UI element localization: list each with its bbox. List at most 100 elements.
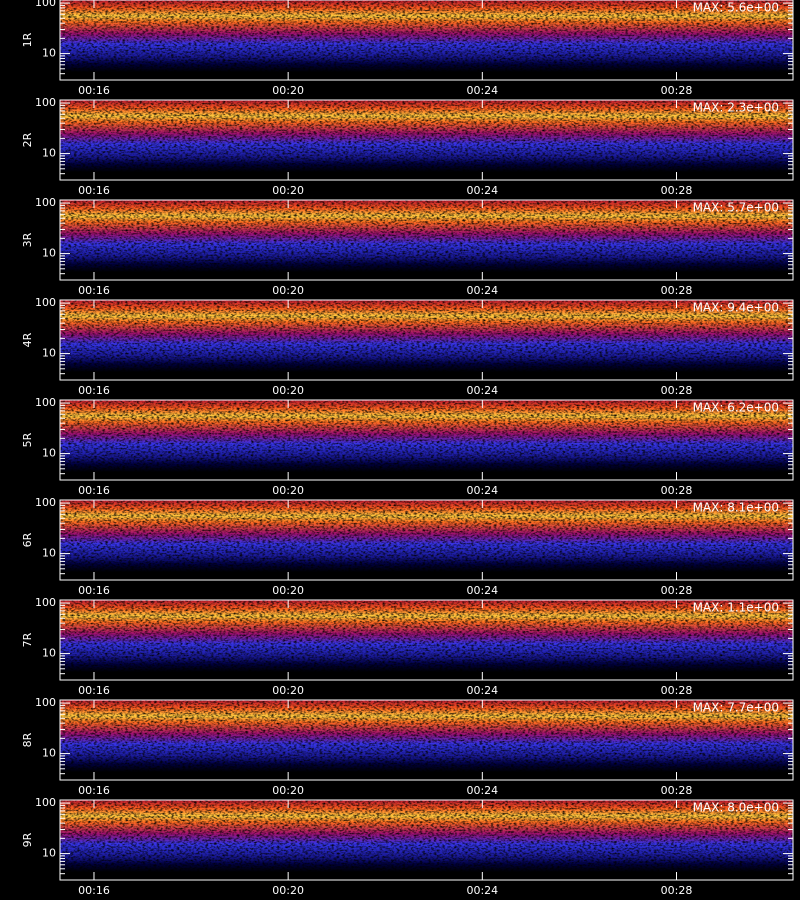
y-tick-label: 10	[42, 647, 56, 660]
max-annotation: MAX: 6.2e+00	[693, 401, 779, 415]
y-tick-label: 10	[42, 247, 56, 260]
y-tick-label: 100	[35, 196, 56, 209]
x-tick-label: 00:16	[78, 184, 110, 197]
x-tick-label: 00:16	[78, 284, 110, 297]
y-tick-label: 10	[42, 347, 56, 360]
x-tick-label: 00:24	[466, 484, 498, 497]
y-tick-label: 10	[42, 147, 56, 160]
y-tick-label: 100	[35, 96, 56, 109]
x-tick-label: 00:24	[466, 284, 498, 297]
spectrogram-texture	[60, 300, 793, 380]
y-axis-label: 8R	[21, 732, 34, 747]
max-annotation: MAX: 8.1e+00	[693, 501, 779, 515]
x-tick-label: 00:20	[272, 384, 304, 397]
y-tick-label: 100	[35, 296, 56, 309]
x-tick-label: 00:20	[272, 184, 304, 197]
y-tick-label: 10	[42, 447, 56, 460]
x-tick-label: 00:16	[78, 584, 110, 597]
y-tick-label: 10	[42, 847, 56, 860]
max-annotation: MAX: 9.4e+00	[693, 301, 779, 315]
plot-frame	[59, 99, 794, 181]
panel: 10 100 00:16 00:20 00:24 00:28 5R MAX: 6.2e+00	[21, 396, 794, 497]
x-tick-label: 00:24	[466, 884, 498, 897]
plot-frame	[59, 0, 794, 81]
y-axis-label: 5R	[21, 432, 34, 447]
max-annotation: MAX: 5.6e+00	[693, 1, 779, 15]
plot-frame	[59, 299, 794, 381]
x-tick-label: 00:24	[466, 184, 498, 197]
plot-frame	[59, 599, 794, 681]
x-tick-label: 00:20	[272, 784, 304, 797]
panel: 10 100 00:16 00:20 00:24 00:28 9R MAX: 8.0e+00	[21, 796, 794, 897]
y-axis-label: 3R	[21, 232, 34, 247]
plot-frame	[59, 699, 794, 781]
y-tick-label: 100	[35, 796, 56, 809]
x-tick-label: 00:24	[466, 384, 498, 397]
panel: 10 100 00:16 00:20 00:24 00:28 8R MAX: 7.7e+00	[21, 696, 794, 797]
y-tick-label: 100	[35, 596, 56, 609]
y-tick-label: 10	[42, 47, 56, 60]
max-annotation: MAX: 5.7e+00	[693, 201, 779, 215]
x-tick-label: 00:24	[466, 684, 498, 697]
panel: 10 100 00:16 00:20 00:24 00:28 7R MAX: 1.1e+00	[21, 596, 794, 697]
panel: 10 100 00:16 00:20 00:24 00:28 4R MAX: 9.4e+00	[21, 296, 794, 397]
x-tick-label: 00:28	[661, 784, 693, 797]
y-tick-label: 100	[35, 0, 56, 9]
panel: 10 100 00:16 00:20 00:24 00:28 1R MAX: 5.6e+00	[21, 0, 794, 97]
x-tick-label: 00:20	[272, 84, 304, 97]
plot-frame	[59, 399, 794, 481]
x-tick-label: 00:28	[661, 684, 693, 697]
x-tick-label: 00:20	[272, 684, 304, 697]
y-tick-label: 100	[35, 496, 56, 509]
x-tick-label: 00:20	[272, 884, 304, 897]
y-tick-label: 10	[42, 547, 56, 560]
x-tick-label: 00:16	[78, 684, 110, 697]
y-axis-label: 1R	[21, 32, 34, 47]
spectrogram-texture	[60, 700, 793, 780]
panel: 10 100 00:16 00:20 00:24 00:28 3R MAX: 5.7e+00	[21, 196, 794, 297]
plot-frame	[59, 199, 794, 281]
spectrogram-texture	[60, 200, 793, 280]
x-tick-label: 00:24	[466, 784, 498, 797]
x-tick-label: 00:28	[661, 484, 693, 497]
y-axis-label: 4R	[21, 332, 34, 347]
max-annotation: MAX: 8.0e+00	[693, 801, 779, 815]
spectrogram-texture	[60, 800, 793, 880]
x-tick-label: 00:28	[661, 884, 693, 897]
panel: 10 100 00:16 00:20 00:24 00:28 2R MAX: 2.3e+00	[21, 96, 794, 197]
x-tick-label: 00:16	[78, 384, 110, 397]
x-tick-label: 00:16	[78, 784, 110, 797]
y-axis-label: 7R	[21, 632, 34, 647]
x-tick-label: 00:16	[78, 84, 110, 97]
y-axis-label: 9R	[21, 832, 34, 847]
panel: 10 100 00:16 00:20 00:24 00:28 6R MAX: 8.1e+00	[21, 496, 794, 597]
spectrogram-texture	[60, 400, 793, 480]
plot-frame	[59, 499, 794, 581]
y-axis-label: 6R	[21, 532, 34, 547]
spectrogram-texture	[60, 0, 793, 80]
spectrogram-texture	[60, 100, 793, 180]
plot-frame	[59, 799, 794, 881]
x-tick-label: 00:28	[661, 284, 693, 297]
x-tick-label: 00:20	[272, 484, 304, 497]
max-annotation: MAX: 7.7e+00	[693, 701, 779, 715]
y-tick-label: 10	[42, 747, 56, 760]
spectrogram-texture	[60, 600, 793, 680]
x-tick-label: 00:28	[661, 84, 693, 97]
x-tick-label: 00:28	[661, 184, 693, 197]
x-tick-label: 00:16	[78, 484, 110, 497]
y-tick-label: 100	[35, 396, 56, 409]
x-tick-label: 00:20	[272, 584, 304, 597]
x-tick-label: 00:28	[661, 584, 693, 597]
y-tick-label: 100	[35, 696, 56, 709]
max-annotation: MAX: 1.1e+00	[693, 601, 779, 615]
x-tick-label: 00:20	[272, 284, 304, 297]
x-tick-label: 00:24	[466, 584, 498, 597]
max-annotation: MAX: 2.3e+00	[693, 101, 779, 115]
y-axis-label: 2R	[21, 132, 34, 147]
x-tick-label: 00:16	[78, 884, 110, 897]
spectrogram-texture	[60, 500, 793, 580]
x-tick-label: 00:24	[466, 84, 498, 97]
x-tick-label: 00:28	[661, 384, 693, 397]
